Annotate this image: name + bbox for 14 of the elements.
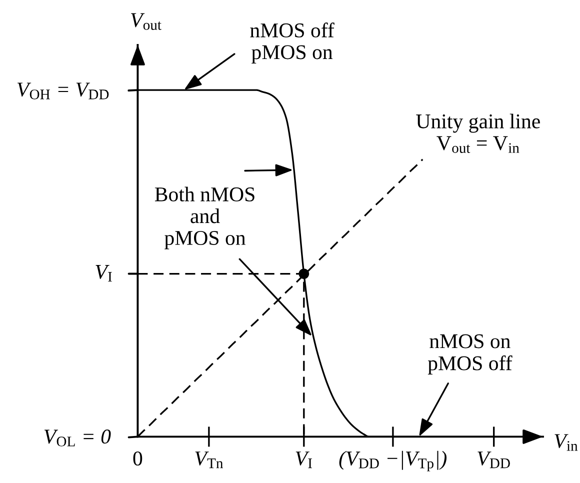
x-axis-title: V$_{in}$ (554, 434, 578, 451)
x-tick-label: V$_{Tn}$ (195, 452, 224, 468)
x-tick-label: V$_{I}$ (296, 452, 312, 468)
annotation: V$_{I}$ (96, 265, 112, 282)
annotation: Both nMOS and pMOS on (154, 186, 254, 250)
text: nMOS off pMOS on (250, 22, 334, 64)
annotation: V$_{OL}$ = 0 (44, 430, 111, 446)
annotation: V$_{OH}$ = V$_{DD}$ (17, 82, 109, 100)
series-label: Unity gain line V$_{out}$ = V$_{in}$ (416, 114, 540, 153)
y-axis-title: V$_{out}$ (131, 13, 162, 30)
x-tick-label: V$_{DD}$ (478, 452, 510, 468)
x-tick-label: 0 (133, 451, 142, 466)
annotation: nMOS on pMOS off (428, 334, 512, 375)
x-tick-label: (V$_{DD}$ −|V$_{Tp}$|) (339, 450, 447, 472)
